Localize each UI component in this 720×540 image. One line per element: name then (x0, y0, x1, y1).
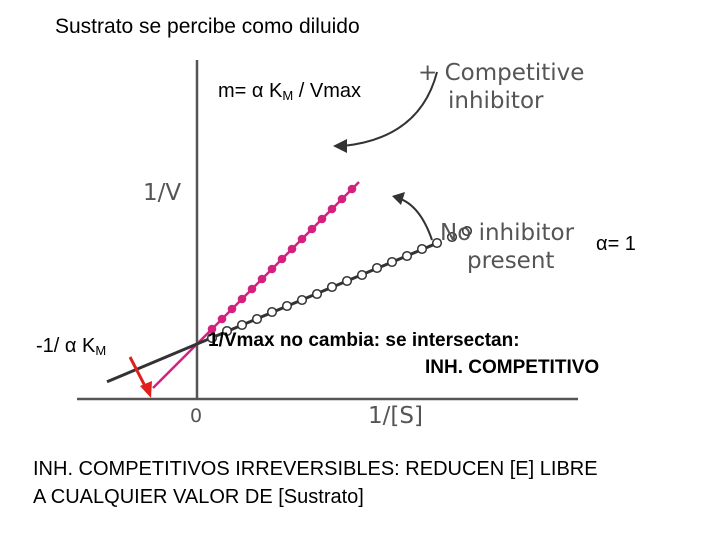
no-inhibitor-point (251, 313, 263, 325)
red-arrow-shaft (128, 356, 148, 389)
callout-arrow-inhibitor (342, 71, 438, 147)
no-inhibitor-point (356, 269, 368, 281)
slope-rest: / Vmax (298, 80, 362, 102)
inhibitor-point (257, 274, 267, 284)
no-inhibitor-point (206, 332, 218, 344)
no-inhibitor-point (311, 288, 323, 300)
slope-m: m= (218, 80, 247, 102)
inhibitor-point (277, 254, 287, 264)
inhibitor-point (297, 234, 307, 244)
no-inhibitor-point (281, 300, 293, 312)
no-inhibitor-point (461, 225, 473, 237)
no-inhibitor-point (416, 243, 428, 255)
callout-arrowhead-inhibitor (333, 139, 347, 153)
legend-no-inhibitor-line1: No inhibitor (440, 220, 575, 246)
y-axis-label: 1/V (143, 180, 182, 206)
inhibitor-point (327, 204, 337, 214)
inhibitor-point (267, 264, 277, 274)
inhibitor-point (287, 244, 297, 254)
callout-arrowhead-no-inhibitor (392, 192, 405, 205)
no-inhibitor-point (236, 319, 248, 331)
slope-alpha: α (251, 80, 264, 102)
alpha-equals-one: α= 1 (596, 233, 636, 255)
x-intercept-annotation: -1/ α KM (36, 335, 106, 358)
no-inhibitor-point (341, 275, 353, 287)
xint-km: K (82, 335, 96, 357)
xint-alpha: α (64, 335, 77, 357)
footer-line2: A CUALQUIER VALOR DE [Sustrato] (33, 486, 364, 508)
footer-line1: INH. COMPETITIVOS IRREVERSIBLES: REDUCEN… (33, 458, 598, 480)
slope-km: K (269, 80, 283, 102)
slope-km-sub: M (282, 88, 294, 103)
slope-annotation: m= α KM / Vmax (218, 80, 361, 103)
xint-km-sub: M (95, 343, 107, 358)
legend-no-inhibitor-line2: present (467, 248, 555, 274)
no-inhibitor-point (371, 262, 383, 274)
no-inhibitor-point (266, 306, 278, 318)
red-arrowhead (140, 381, 152, 398)
inhibitor-point (207, 324, 217, 334)
origin-label: 0 (190, 405, 203, 427)
inhibitor-point (217, 314, 227, 324)
no-inhibitor-point (326, 281, 338, 293)
legend-inhibitor-line1: + Competitive (418, 60, 585, 86)
no-inhibitor-point (431, 237, 443, 249)
inhibitor-point (317, 214, 327, 224)
no-inhibitor-point (401, 250, 413, 262)
x-axis-label: 1/[S] (368, 403, 423, 429)
no-inhibitor-point (446, 231, 458, 243)
inhibitor-point (227, 304, 237, 314)
no-inhibitor-point (221, 325, 233, 337)
intersection-note-line1: 1/Vmax no cambia: se intersectan: (208, 330, 520, 351)
xint-prefix: -1/ (36, 335, 60, 357)
legend-inhibitor-line2: inhibitor (448, 88, 544, 114)
no-inhibitor-point (386, 256, 398, 268)
no-inhibitor-point (296, 294, 308, 306)
inhibitor-point (307, 224, 317, 234)
inhibitor-point (237, 294, 247, 304)
callout-arrow-no-inhibitor (397, 197, 433, 241)
page-title: Sustrato se percibe como diluido (55, 15, 360, 38)
inhibitor-point (247, 284, 257, 294)
intersection-note-line2: INH. COMPETITIVO (425, 357, 600, 378)
inhibitor-point (347, 184, 357, 194)
inhibitor-point (337, 194, 347, 204)
